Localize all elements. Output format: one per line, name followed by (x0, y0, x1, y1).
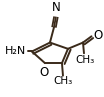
Text: O: O (39, 66, 49, 79)
Text: O: O (93, 29, 102, 42)
Text: CH₃: CH₃ (75, 55, 95, 65)
Text: N: N (52, 1, 60, 14)
Text: H₂N: H₂N (5, 46, 26, 56)
Text: CH₃: CH₃ (53, 76, 73, 87)
